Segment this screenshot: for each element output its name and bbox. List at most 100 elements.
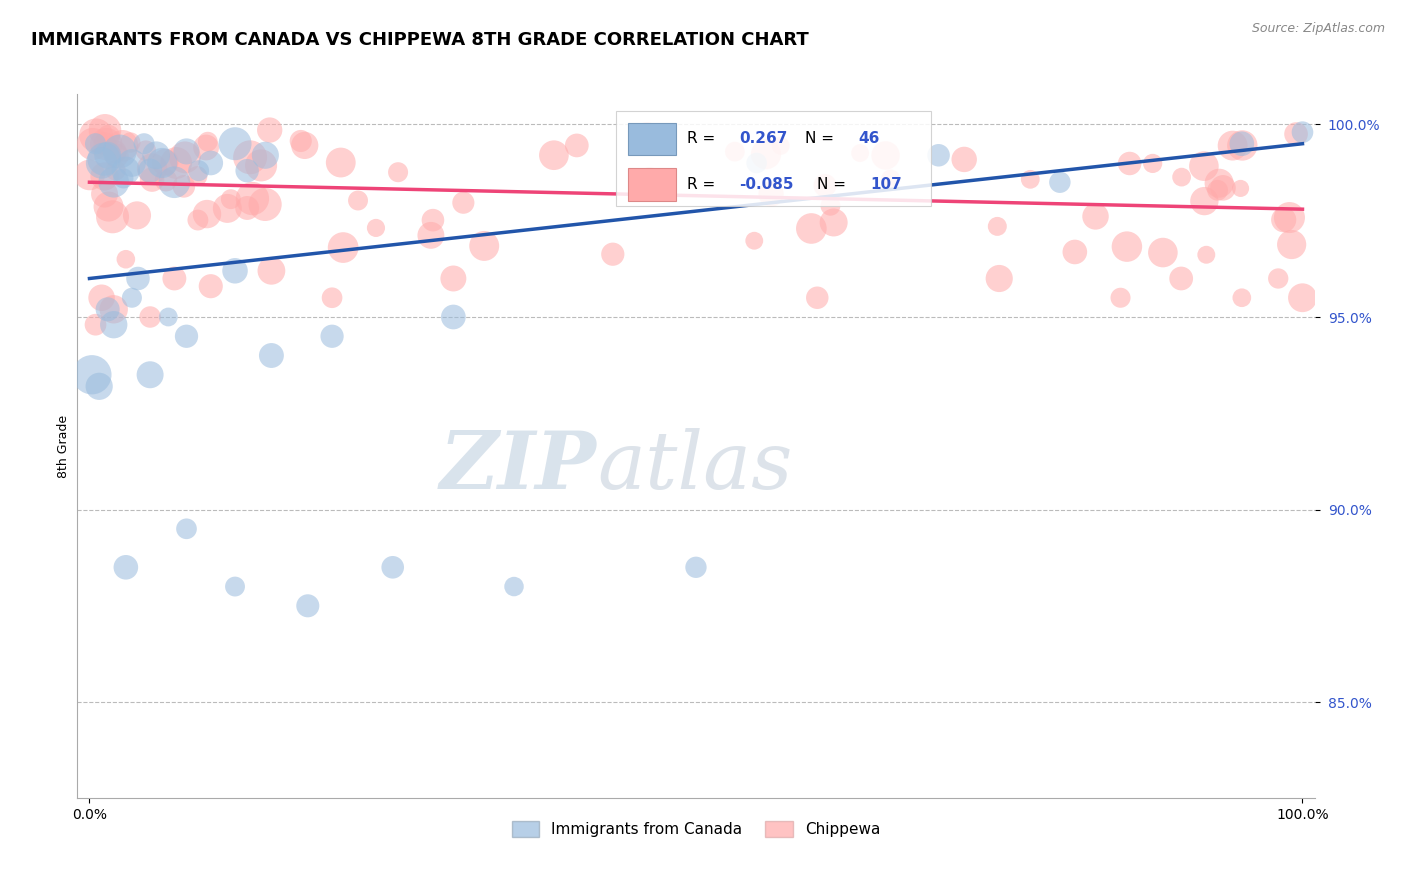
Point: [1285, 127, 1308, 141]
Point: [1170, 170, 1192, 185]
Point: [242, 192, 264, 206]
Point: [1152, 245, 1174, 260]
Point: [97, 148, 120, 162]
Point: [139, 310, 162, 324]
Point: [139, 368, 162, 382]
Point: [260, 264, 283, 278]
Point: [112, 171, 135, 186]
Point: [157, 310, 180, 324]
Point: [125, 208, 148, 222]
Point: [79, 168, 101, 182]
Point: [115, 560, 138, 574]
Point: [187, 163, 209, 178]
Text: R =: R =: [688, 131, 720, 146]
Point: [224, 580, 246, 594]
Point: [97, 200, 120, 214]
Point: [543, 148, 565, 162]
Point: [806, 291, 828, 305]
Point: [200, 279, 222, 293]
Point: [82, 136, 104, 151]
Point: [800, 221, 823, 235]
Point: [173, 179, 195, 194]
Point: [120, 136, 142, 150]
Point: [132, 136, 155, 151]
Point: [1212, 181, 1234, 195]
Point: [381, 560, 404, 574]
Point: [90, 291, 112, 305]
Point: [1272, 212, 1295, 227]
Point: [1278, 211, 1301, 225]
Text: IMMIGRANTS FROM CANADA VS CHIPPEWA 8TH GRADE CORRELATION CHART: IMMIGRANTS FROM CANADA VS CHIPPEWA 8TH G…: [31, 31, 808, 49]
Point: [93, 169, 115, 184]
Point: [814, 178, 837, 193]
Point: [759, 187, 782, 202]
Point: [1222, 138, 1244, 153]
Point: [332, 241, 354, 255]
Point: [1109, 291, 1132, 305]
Point: [236, 201, 259, 215]
Point: [988, 271, 1011, 285]
Text: 46: 46: [858, 131, 879, 146]
Point: [195, 207, 218, 221]
Point: [115, 163, 138, 178]
Point: [250, 158, 273, 172]
Point: [254, 197, 277, 211]
Point: [121, 291, 143, 305]
Point: [347, 194, 370, 208]
Point: [565, 138, 588, 153]
Point: [1049, 175, 1071, 189]
Point: [165, 156, 187, 170]
Text: -0.085: -0.085: [740, 178, 794, 192]
Point: [163, 271, 186, 285]
Point: [236, 163, 259, 178]
Point: [153, 155, 176, 169]
Point: [1208, 176, 1230, 190]
Point: [260, 349, 283, 363]
Point: [441, 310, 464, 324]
Point: [875, 148, 897, 162]
Point: [150, 156, 173, 170]
Point: [1281, 237, 1303, 252]
Point: [239, 150, 262, 164]
Point: [1195, 248, 1218, 262]
Point: [441, 271, 464, 285]
Point: [197, 135, 219, 149]
FancyBboxPatch shape: [628, 169, 676, 201]
Point: [321, 291, 343, 305]
Point: [1142, 156, 1164, 170]
Point: [111, 138, 134, 153]
Point: [105, 149, 128, 163]
Point: [742, 234, 765, 248]
Point: [986, 219, 1008, 234]
Point: [1192, 159, 1215, 173]
Point: [724, 145, 747, 159]
Point: [115, 252, 138, 267]
Point: [769, 139, 792, 153]
Point: [745, 156, 768, 170]
Point: [97, 129, 120, 144]
Point: [101, 210, 124, 224]
Point: [219, 192, 242, 206]
Point: [93, 187, 115, 202]
Point: [163, 175, 186, 189]
Point: [145, 148, 167, 162]
Point: [174, 150, 197, 164]
Point: [103, 175, 125, 189]
Point: [1291, 125, 1313, 139]
Point: [1194, 194, 1216, 208]
Text: N =: N =: [817, 178, 851, 192]
Point: [1267, 271, 1289, 285]
Point: [176, 145, 198, 159]
Point: [755, 147, 778, 161]
Point: [104, 163, 127, 178]
Point: [139, 163, 162, 178]
Point: [104, 145, 127, 159]
Point: [1084, 210, 1107, 224]
Point: [80, 368, 103, 382]
Point: [200, 156, 222, 170]
Point: [820, 199, 842, 213]
Point: [321, 329, 343, 343]
Point: [297, 599, 319, 613]
Point: [84, 136, 107, 151]
Point: [96, 137, 118, 152]
